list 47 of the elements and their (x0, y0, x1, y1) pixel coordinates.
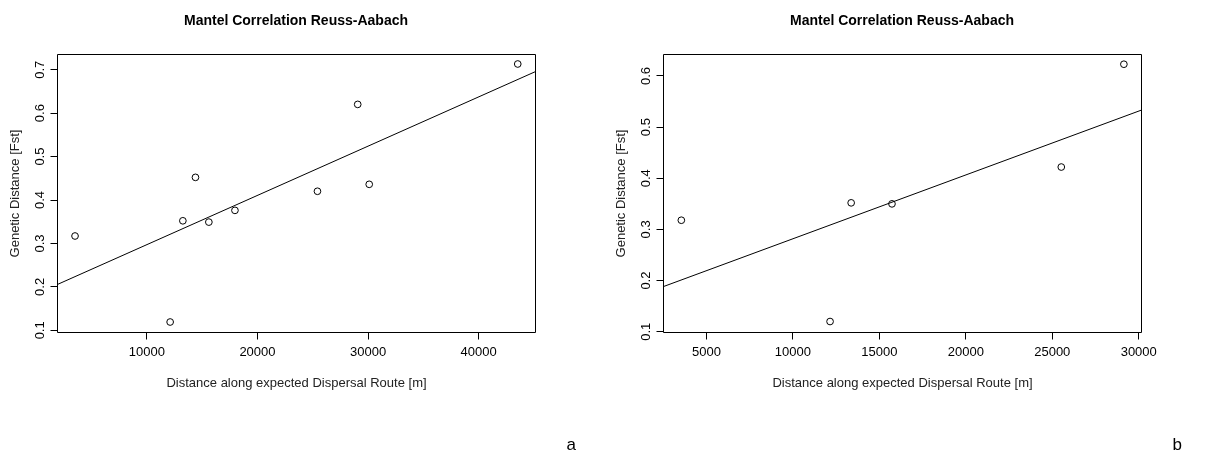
x-axis-title: Distance along expected Dispersal Route [m] (772, 374, 1033, 390)
x-tick-label: 40000 (460, 343, 497, 359)
point (677, 216, 686, 225)
y-tick-label: 0.6 (31, 104, 47, 123)
point (71, 232, 79, 240)
x-tick-label: 5000 (691, 343, 721, 359)
y-axis-title: Genetic Distance [Fst] (6, 129, 22, 258)
y-tick-label: 0.6 (637, 66, 653, 86)
point (826, 317, 834, 326)
x-tick-label: 10000 (128, 343, 165, 359)
point (365, 180, 374, 189)
x-tick-label: 10000 (774, 343, 811, 359)
point (179, 216, 187, 225)
x-axis-title: Distance along expected Dispersal Route [m] (166, 374, 427, 390)
point (513, 60, 522, 68)
point (231, 206, 239, 215)
x-tick-label: 25000 (1034, 343, 1071, 359)
x-tick-label: 20000 (239, 343, 276, 359)
x-tick-label: 20000 (947, 343, 984, 359)
x-tick-label: 15000 (861, 343, 898, 359)
y-axis-title: Genetic Distance [Fst] (612, 129, 628, 258)
y-tick-label: 0.2 (31, 277, 47, 296)
point (191, 173, 200, 182)
x-tick-label: 30000 (349, 343, 387, 359)
y-tick-label: 0.1 (637, 322, 653, 341)
point (1120, 60, 1128, 69)
y-tick-label: 0.1 (31, 321, 47, 340)
text: b (1172, 435, 1182, 455)
y-tick-label: 0.4 (637, 169, 653, 188)
text: a (566, 435, 576, 455)
point (313, 187, 322, 196)
y-tick-label: 0.3 (637, 220, 653, 239)
y-tick-label: 0.5 (637, 118, 653, 137)
point (847, 199, 856, 207)
point (166, 318, 174, 326)
y-tick-label: 0.5 (31, 147, 47, 166)
y-tick-label: 0.7 (31, 60, 47, 79)
chart-title: Mantel Correlation Reuss-Aabach (789, 12, 1015, 28)
y-tick-label: 0.3 (31, 234, 47, 253)
y-tick-label: 0.4 (31, 190, 47, 210)
point (353, 100, 362, 109)
point (1057, 163, 1066, 171)
y-tick-label: 0.2 (637, 271, 653, 290)
point (205, 218, 213, 226)
point (888, 200, 896, 208)
x-tick-label: 30000 (1120, 343, 1157, 359)
chart-title: Mantel Correlation Reuss-Aabach (183, 12, 409, 28)
